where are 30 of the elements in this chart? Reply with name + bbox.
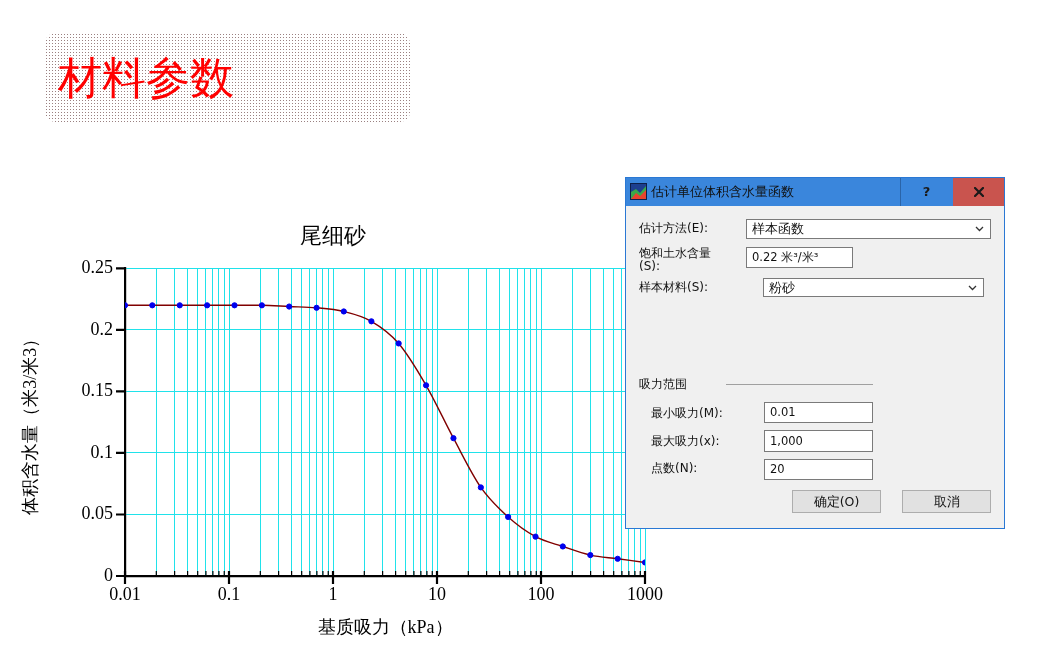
chart-title: 尾细砂 xyxy=(299,222,366,248)
x-tick-label: 100 xyxy=(527,583,555,604)
text-field: 0.22 米³/米³ xyxy=(746,247,853,268)
dropdown-field: 粉砂 xyxy=(763,278,984,297)
y-tick-label: 0.05 xyxy=(81,503,113,524)
x-tick-label: 10 xyxy=(428,583,446,604)
text: 估计方法(E): xyxy=(639,220,708,236)
y-tick-label: 0.2 xyxy=(90,318,113,339)
y-tick-label: 0.15 xyxy=(81,380,113,401)
y-tick-label: 0.1 xyxy=(90,441,113,462)
text: 最小吸力(M): xyxy=(651,405,723,421)
x-tick-label: 0.1 xyxy=(217,583,241,604)
annotation: 饱和土水含量(S): xyxy=(639,246,712,273)
x-axis-title: 基质吸力（kPa） xyxy=(317,616,453,637)
text: 估计单位体积含水量函数 xyxy=(651,184,794,200)
annotation: 样本材料(S): xyxy=(639,279,709,295)
dropdown-field: 样本函数 xyxy=(746,219,991,239)
x-tick-label: 1 xyxy=(328,583,338,604)
y-tick-label: 0.25 xyxy=(81,257,113,278)
y-tick-label: 0 xyxy=(104,564,113,585)
x-tick-label: 0.01 xyxy=(109,583,141,604)
text: 材料参数 xyxy=(58,52,234,103)
y-axis-title: 体积含水量（米3/米3） xyxy=(19,329,40,515)
text: 点数(N): xyxy=(651,460,698,476)
x-tick-label: 1000 xyxy=(627,583,663,604)
text: 最大吸力(x): xyxy=(651,433,720,449)
text-field: 0.01 xyxy=(764,402,873,423)
text-field: 1,000 xyxy=(764,430,873,452)
text-field: 20 xyxy=(764,459,873,480)
annotation: 吸力范围 xyxy=(639,376,687,392)
